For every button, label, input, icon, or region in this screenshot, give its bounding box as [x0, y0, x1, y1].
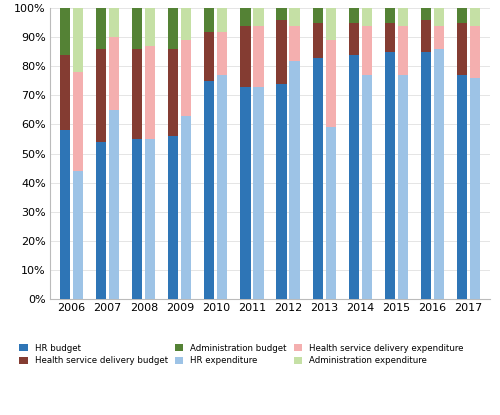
Bar	[434, 26, 444, 49]
Bar	[290, 61, 300, 299]
Bar	[326, 40, 336, 127]
Bar	[276, 84, 286, 299]
Bar	[60, 55, 70, 130]
Bar	[73, 8, 83, 72]
Bar	[60, 8, 70, 55]
Bar	[204, 8, 214, 32]
Bar	[168, 8, 178, 49]
Bar	[132, 139, 142, 299]
Bar	[398, 75, 408, 299]
Bar	[434, 49, 444, 299]
Bar	[145, 139, 156, 299]
Bar	[168, 49, 178, 136]
Bar	[132, 8, 142, 49]
Bar	[145, 8, 156, 46]
Bar	[398, 26, 408, 75]
Bar	[457, 75, 467, 299]
Bar	[312, 8, 322, 23]
Bar	[421, 20, 431, 52]
Bar	[290, 26, 300, 61]
Bar	[290, 8, 300, 26]
Bar	[168, 136, 178, 299]
Bar	[348, 8, 358, 23]
Bar	[60, 130, 70, 299]
Bar	[362, 75, 372, 299]
Bar	[218, 75, 228, 299]
Bar	[457, 23, 467, 75]
Bar	[132, 49, 142, 139]
Bar	[254, 8, 264, 26]
Bar	[240, 8, 250, 26]
Bar	[384, 52, 395, 299]
Bar	[204, 81, 214, 299]
Bar	[109, 8, 119, 37]
Bar	[434, 8, 444, 26]
Bar	[326, 127, 336, 299]
Bar	[398, 8, 408, 26]
Bar	[276, 8, 286, 20]
Bar	[470, 26, 480, 78]
Bar	[470, 78, 480, 299]
Bar	[204, 32, 214, 81]
Bar	[421, 52, 431, 299]
Bar	[384, 8, 395, 23]
Bar	[348, 23, 358, 55]
Bar	[326, 8, 336, 40]
Bar	[182, 8, 192, 40]
Bar	[421, 8, 431, 20]
Bar	[145, 46, 156, 139]
Bar	[470, 8, 480, 26]
Bar	[254, 26, 264, 87]
Bar	[312, 23, 322, 58]
Bar	[240, 26, 250, 87]
Bar	[384, 23, 395, 52]
Bar	[182, 40, 192, 116]
Bar	[348, 55, 358, 299]
Bar	[362, 8, 372, 26]
Bar	[362, 26, 372, 75]
Bar	[182, 116, 192, 299]
Bar	[96, 8, 106, 49]
Bar	[109, 110, 119, 299]
Bar	[96, 49, 106, 142]
Legend: HR budget, Health service delivery budget, Administration budget, HR expenditure: HR budget, Health service delivery budge…	[19, 344, 464, 365]
Bar	[218, 8, 228, 32]
Bar	[73, 72, 83, 171]
Bar	[109, 37, 119, 110]
Bar	[312, 58, 322, 299]
Bar	[276, 20, 286, 84]
Bar	[240, 87, 250, 299]
Bar	[457, 8, 467, 23]
Bar	[218, 32, 228, 75]
Bar	[254, 87, 264, 299]
Bar	[96, 142, 106, 299]
Bar	[73, 171, 83, 299]
